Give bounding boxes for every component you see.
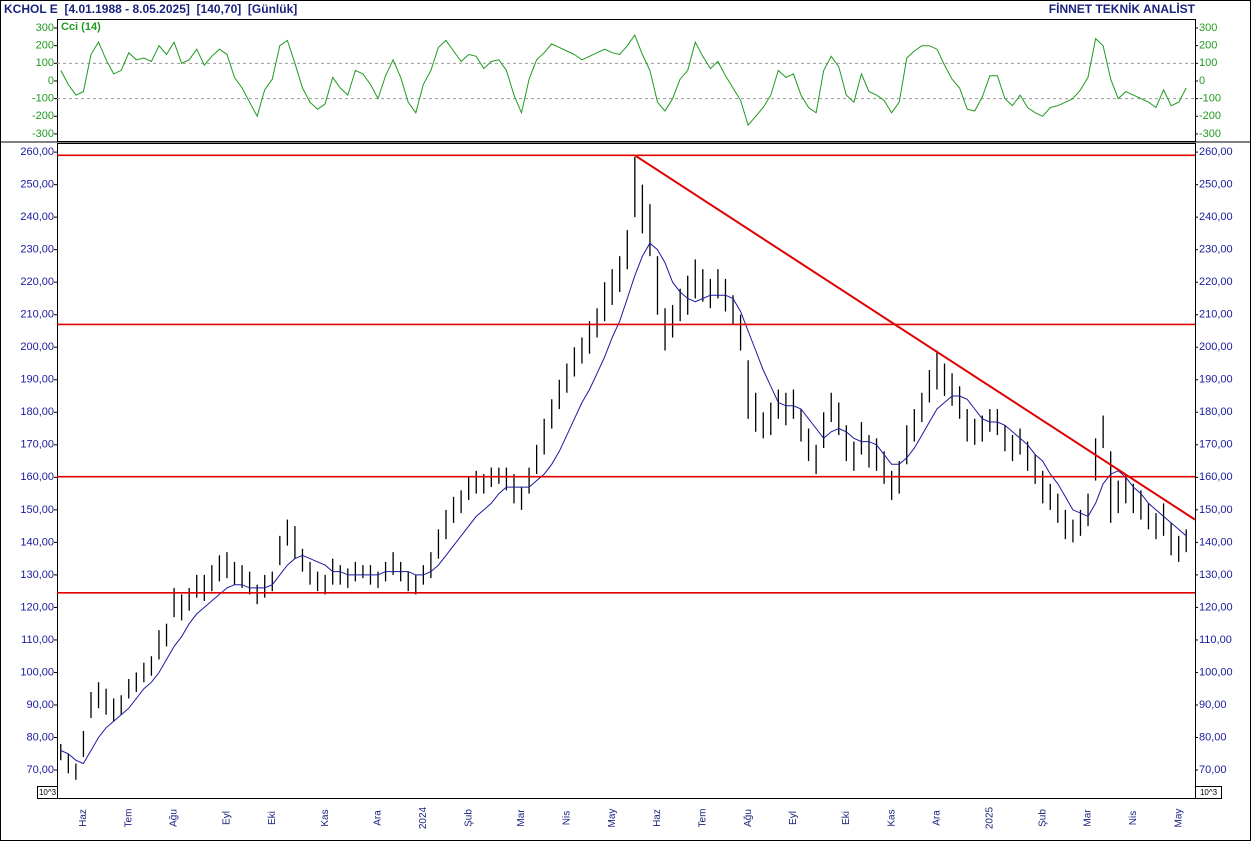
x-tick-label: Ara bbox=[373, 810, 384, 826]
x-tick-label: Şub bbox=[463, 809, 474, 827]
x-tick-label: Haz bbox=[652, 809, 663, 827]
y-tick-label: 70,00 bbox=[26, 764, 54, 776]
y-tick-label: 300 bbox=[36, 22, 54, 34]
y-tick-label: 250,00 bbox=[20, 179, 54, 191]
y-tick-label: 230,00 bbox=[1199, 244, 1233, 256]
y-tick-label: 200,00 bbox=[20, 341, 54, 353]
x-tick-label: Eki bbox=[841, 811, 852, 825]
y-tick-label: 190,00 bbox=[20, 374, 54, 386]
brand: FİNNET TEKNİK ANALİST bbox=[1049, 1, 1196, 16]
x-tick-label: Ara bbox=[932, 810, 943, 826]
x-tick-label: Mar bbox=[1083, 809, 1094, 827]
x-tick-label: Nis bbox=[561, 811, 572, 825]
x-tick-label: Tem bbox=[697, 809, 708, 828]
y-tick-label: 120,00 bbox=[1199, 601, 1233, 613]
y-tick-label: 100 bbox=[1199, 57, 1217, 69]
y-tick-label: 120,00 bbox=[20, 601, 54, 613]
y-tick-label: -100 bbox=[1199, 93, 1221, 105]
y-tick-label: 160,00 bbox=[1199, 471, 1233, 483]
legend-label: Cci (14) bbox=[61, 21, 101, 33]
x-tick-label: Ağu bbox=[743, 809, 754, 827]
unit-label: 10^3 bbox=[39, 788, 57, 797]
x-tick-label: Kas bbox=[320, 809, 331, 826]
x-tick-label: May bbox=[1173, 809, 1184, 828]
y-tick-label: -200 bbox=[32, 110, 54, 122]
y-tick-label: 240,00 bbox=[1199, 211, 1233, 223]
unit-box bbox=[37, 786, 58, 799]
y-tick-label: 210,00 bbox=[20, 309, 54, 321]
y-tick-label: 100,00 bbox=[20, 666, 54, 678]
y-tick-label: 140,00 bbox=[20, 536, 54, 548]
x-tick-label: Eki bbox=[267, 811, 278, 825]
y-tick-label: 200 bbox=[1199, 40, 1217, 52]
y-tick-label: 170,00 bbox=[20, 439, 54, 451]
y-tick-label: 100,00 bbox=[1199, 666, 1233, 678]
y-tick-label: 80,00 bbox=[26, 731, 54, 743]
y-tick-label: 90,00 bbox=[1199, 699, 1227, 711]
x-tick-label: Eyl bbox=[788, 811, 799, 825]
y-tick-label: 170,00 bbox=[1199, 439, 1233, 451]
x-tick-label: May bbox=[607, 809, 618, 828]
y-tick-label: 230,00 bbox=[20, 244, 54, 256]
y-tick-label: -300 bbox=[1199, 128, 1221, 140]
x-tick-label: Eyl bbox=[222, 811, 233, 825]
price-panel bbox=[57, 143, 1196, 799]
moving-average bbox=[60, 242, 1187, 765]
y-tick-label: -100 bbox=[32, 93, 54, 105]
x-tick-label: Şub bbox=[1037, 809, 1048, 827]
y-tick-label: 110,00 bbox=[1199, 634, 1232, 646]
y-tick-label: -200 bbox=[1199, 110, 1221, 122]
y-tick-label: 100 bbox=[36, 57, 54, 69]
y-tick-label: 260,00 bbox=[1199, 146, 1233, 158]
y-tick-label: 0 bbox=[1199, 75, 1205, 87]
y-tick-label: 130,00 bbox=[1199, 569, 1233, 581]
y-tick-label: 240,00 bbox=[20, 211, 54, 223]
y-tick-label: 80,00 bbox=[1199, 731, 1227, 743]
unit-box bbox=[1195, 786, 1222, 799]
y-tick-label: 150,00 bbox=[1199, 504, 1233, 516]
cci-panel bbox=[57, 19, 1196, 142]
y-tick-label: 220,00 bbox=[20, 276, 54, 288]
y-tick-label: 200,00 bbox=[1199, 341, 1233, 353]
y-tick-label: 110,00 bbox=[21, 634, 54, 646]
y-tick-label: 180,00 bbox=[1199, 406, 1233, 418]
x-tick-label: Nis bbox=[1128, 811, 1139, 825]
y-tick-label: -300 bbox=[32, 128, 54, 140]
y-tick-label: 160,00 bbox=[20, 471, 54, 483]
chart-title: KCHOL E [4.01.1988 - 8.05.2025] [140,70]… bbox=[4, 2, 297, 16]
y-tick-label: 210,00 bbox=[1199, 309, 1233, 321]
unit-label: 10^3 bbox=[1200, 788, 1218, 797]
y-tick-label: 260,00 bbox=[20, 146, 54, 158]
cci-line bbox=[60, 34, 1187, 127]
y-tick-label: 220,00 bbox=[1199, 276, 1233, 288]
y-tick-label: 300 bbox=[1199, 22, 1217, 34]
x-tick-label: Ağu bbox=[169, 809, 180, 827]
x-tick-label: Mar bbox=[516, 809, 527, 827]
y-tick-label: 250,00 bbox=[1199, 179, 1233, 191]
y-tick-label: 0 bbox=[48, 75, 54, 87]
y-tick-label: 140,00 bbox=[1199, 536, 1233, 548]
y-tick-label: 200 bbox=[36, 40, 54, 52]
x-tick-label: 2024 bbox=[418, 806, 429, 829]
y-tick-label: 190,00 bbox=[1199, 374, 1233, 386]
x-tick-label: Tem bbox=[123, 809, 134, 828]
y-tick-label: 180,00 bbox=[20, 406, 54, 418]
y-tick-label: 90,00 bbox=[26, 699, 54, 711]
y-tick-label: 130,00 bbox=[20, 569, 54, 581]
x-tick-label: Kas bbox=[886, 809, 897, 826]
trendline bbox=[634, 154, 1196, 521]
y-tick-label: 150,00 bbox=[20, 504, 54, 516]
y-tick-label: 70,00 bbox=[1199, 764, 1227, 776]
x-tick-label: Haz bbox=[78, 809, 89, 827]
x-tick-label: 2025 bbox=[984, 806, 995, 829]
